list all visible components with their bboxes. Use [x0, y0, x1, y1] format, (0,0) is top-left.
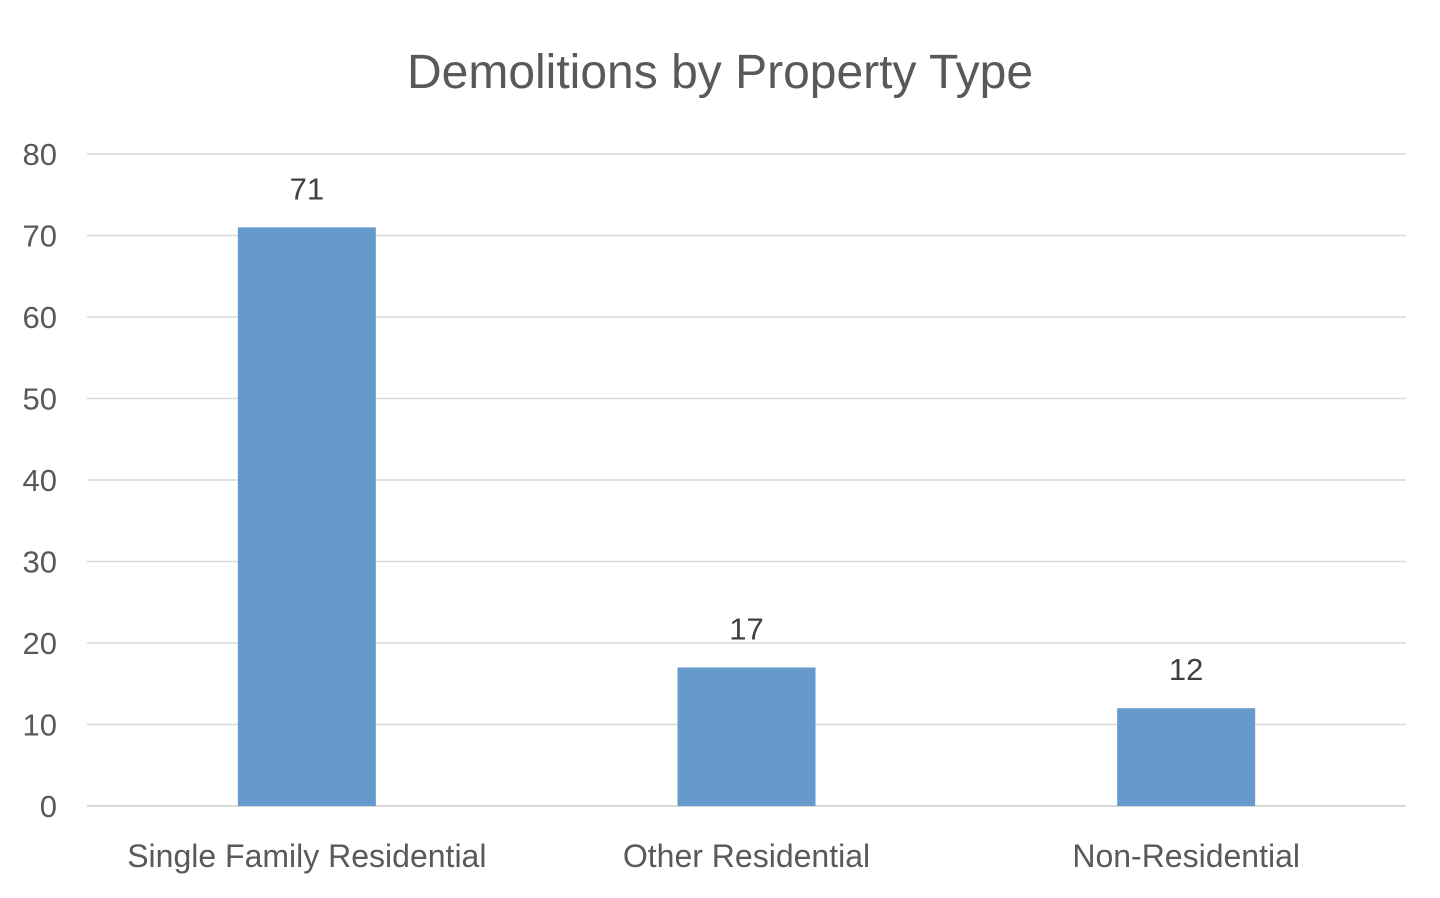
chart-title: Demolitions by Property Type: [407, 46, 1033, 99]
data-label: 17: [729, 611, 763, 646]
y-tick-label: 0: [40, 789, 57, 824]
bar: [677, 667, 816, 806]
y-tick-label: 20: [23, 626, 57, 661]
y-tick-label: 50: [23, 382, 57, 417]
category-label: Non-Residential: [1072, 838, 1300, 874]
y-tick-label: 10: [23, 708, 57, 743]
y-tick-label: 30: [23, 545, 57, 580]
data-labels: 71 17 12: [290, 171, 1204, 687]
y-tick-label: 40: [23, 463, 57, 498]
y-tick-label: 70: [23, 219, 57, 254]
category-label: Other Residential: [623, 838, 870, 874]
y-tick-label: 60: [23, 300, 57, 335]
bars: [237, 227, 1256, 807]
x-axis-category-labels: Single Family Residential Other Residenti…: [127, 838, 1300, 874]
category-label: Single Family Residential: [127, 838, 486, 874]
bar: [237, 227, 376, 807]
y-axis-tick-labels: 0 10 20 30 40 50 60 70 80: [23, 137, 57, 824]
y-tick-label: 80: [23, 137, 57, 172]
data-label: 12: [1169, 652, 1203, 687]
data-label: 71: [290, 171, 324, 206]
bar: [1117, 708, 1256, 806]
